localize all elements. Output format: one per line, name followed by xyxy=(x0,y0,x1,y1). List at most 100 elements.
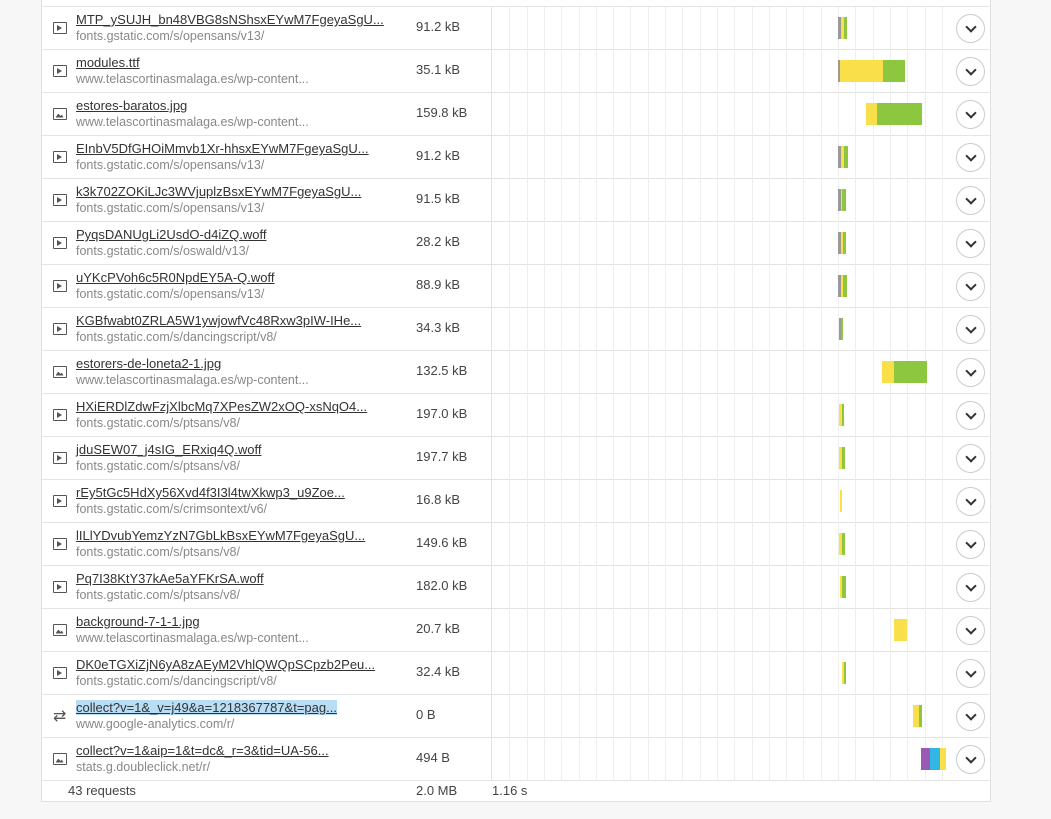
expand-chevron-button[interactable] xyxy=(956,186,985,215)
request-row[interactable]: collect?v=1&aip=1&t=dc&_r=3&tid=UA-56...… xyxy=(42,738,990,781)
request-domain: fonts.gstatic.com/s/opensans/v13/ xyxy=(76,201,265,215)
waterfall-gridline xyxy=(509,523,510,566)
waterfall-gridline xyxy=(579,480,580,523)
expand-chevron-button[interactable] xyxy=(956,143,985,172)
expand-chevron-button[interactable] xyxy=(956,272,985,301)
waterfall-gridline xyxy=(682,437,683,480)
expand-chevron-button[interactable] xyxy=(956,573,985,602)
request-name-link[interactable]: collect?v=1&_v=j49&a=1218367787&t=pag... xyxy=(76,700,337,715)
request-name-link[interactable]: EInbV5DfGHOiMmvb1Xr-hhsxEYwM7FgeyaSgU... xyxy=(76,141,369,156)
request-name-link[interactable]: KGBfwabt0ZRLA5W1ywjowfVc48Rxw3pIW-IHe... xyxy=(76,313,362,328)
waterfall-track xyxy=(491,351,959,394)
waterfall-gridline xyxy=(752,566,753,609)
waterfall-gridline xyxy=(803,179,804,222)
timing-segment xyxy=(919,705,922,727)
request-name-link[interactable]: k3k702ZOKiLJc3WVjuplzBsxEYwM7FgeyaSgU... xyxy=(76,184,362,199)
request-row[interactable]: k3k702ZOKiLJc3WVjuplzBsxEYwM7FgeyaSgU...… xyxy=(42,179,990,222)
request-name-link[interactable]: jduSEW07_j4sIG_ERxiq4Q.woff xyxy=(76,442,262,457)
timing-segment xyxy=(866,103,878,125)
waterfall-gridline xyxy=(561,50,562,93)
waterfall-gridline xyxy=(579,437,580,480)
request-row[interactable]: estorers-de-loneta2-1.jpg www.telascortin… xyxy=(42,351,990,394)
waterfall-gridline xyxy=(890,308,891,351)
request-row[interactable]: uYKcPVoh6c5R0NpdEY5A-Q.woff fonts.gstatic… xyxy=(42,265,990,308)
request-row[interactable]: jduSEW07_j4sIG_ERxiq4Q.woff fonts.gstatic… xyxy=(42,437,990,480)
waterfall-gridline xyxy=(596,695,597,738)
request-name-link[interactable]: uYKcPVoh6c5R0NpdEY5A-Q.woff xyxy=(76,270,275,285)
request-name-link[interactable]: background-7-1-1.jpg xyxy=(76,614,200,629)
waterfall-gridline xyxy=(648,50,649,93)
expand-chevron-button[interactable] xyxy=(956,358,985,387)
request-name-link[interactable]: collect?v=1&aip=1&t=dc&_r=3&tid=UA-56... xyxy=(76,743,329,758)
request-size: 20.7 kB xyxy=(416,621,461,636)
request-row[interactable]: HXiERDlZdwFzjXlbcMq7XPesZW2xOQ-xsNqO4...… xyxy=(42,394,990,437)
request-row[interactable]: lILlYDvubYemzYzN7GbLkBsxEYwM7FgeyaSgU...… xyxy=(42,523,990,566)
waterfall-gridline xyxy=(717,179,718,222)
waterfall-gridline xyxy=(596,523,597,566)
request-name-link[interactable]: lILlYDvubYemzYzN7GbLkBsxEYwM7FgeyaSgU... xyxy=(76,528,366,543)
expand-chevron-button[interactable] xyxy=(956,702,985,731)
waterfall-gridline xyxy=(682,136,683,179)
timing-segment xyxy=(838,189,841,211)
waterfall-gridline xyxy=(700,179,701,222)
waterfall-gridline xyxy=(561,609,562,652)
request-name-link[interactable]: DK0eTGXiZjN6yA8zAEyM2VhlQWQpSCpzb2Peu... xyxy=(76,657,376,672)
request-name-link[interactable]: MTP_ySUJH_bn48VBG8sNShsxEYwM7FgeyaSgU... xyxy=(76,12,384,27)
request-name-link[interactable]: HXiERDlZdwFzjXlbcMq7XPesZW2xOQ-xsNqO4... xyxy=(76,399,368,414)
waterfall-gridline xyxy=(648,609,649,652)
waterfall-gridline xyxy=(890,222,891,265)
waterfall-gridline xyxy=(717,93,718,136)
play-icon xyxy=(53,581,67,593)
request-name-link[interactable]: Pq7I38KtY37kAe5aYFKrSA.woff xyxy=(76,571,264,586)
expand-chevron-button[interactable] xyxy=(956,530,985,559)
waterfall-gridline xyxy=(544,738,545,781)
waterfall-gridline xyxy=(942,695,943,738)
expand-chevron-button[interactable] xyxy=(956,401,985,430)
request-row[interactable]: EInbV5DfGHOiMmvb1Xr-hhsxEYwM7FgeyaSgU...… xyxy=(42,136,990,179)
waterfall-gridline xyxy=(665,136,666,179)
waterfall-gridline xyxy=(873,136,874,179)
waterfall-track xyxy=(491,136,959,179)
waterfall-gridline xyxy=(561,437,562,480)
request-row[interactable]: ⇄ collect?v=1&_v=j49&a=1218367787&t=pag..… xyxy=(42,695,990,738)
expand-chevron-button[interactable] xyxy=(956,229,985,258)
expand-chevron-button[interactable] xyxy=(956,444,985,473)
request-domain: fonts.gstatic.com/s/opensans/v13/ xyxy=(76,158,265,172)
waterfall-gridline xyxy=(527,179,528,222)
request-row[interactable]: DK0eTGXiZjN6yA8zAEyM2VhlQWQpSCpzb2Peu...… xyxy=(42,652,990,695)
expand-chevron-button[interactable] xyxy=(956,745,985,774)
waterfall-gridline xyxy=(752,480,753,523)
request-name-link[interactable]: rEy5tGc5HdXy56Xvd4f3I3l4twXkwp3_u9Zoe... xyxy=(76,485,345,500)
request-name-link[interactable]: modules.ttf xyxy=(76,55,140,70)
request-row[interactable]: modules.ttf www.telascortinasmalaga.es/wp… xyxy=(42,50,990,93)
expand-chevron-button[interactable] xyxy=(956,487,985,516)
waterfall-gridline xyxy=(873,695,874,738)
timing-segment xyxy=(842,662,845,684)
waterfall-gridline xyxy=(925,652,926,695)
request-row[interactable]: Pq7I38KtY37kAe5aYFKrSA.woff fonts.gstatic… xyxy=(42,566,990,609)
request-name-link[interactable]: estores-baratos.jpg xyxy=(76,98,188,113)
waterfall-gridline xyxy=(803,50,804,93)
request-row[interactable]: rEy5tGc5HdXy56Xvd4f3I3l4twXkwp3_u9Zoe...… xyxy=(42,480,990,523)
request-row[interactable]: PyqsDANUgLi2UsdO-d4iZQ.woff fonts.gstatic… xyxy=(42,222,990,265)
expand-chevron-button[interactable] xyxy=(956,659,985,688)
expand-chevron-button[interactable] xyxy=(956,315,985,344)
waterfall-gridline xyxy=(509,222,510,265)
waterfall-gridline xyxy=(648,179,649,222)
expand-chevron-button[interactable] xyxy=(956,57,985,86)
expand-chevron-button[interactable] xyxy=(956,100,985,129)
waterfall-gridline xyxy=(682,50,683,93)
request-name-link[interactable]: PyqsDANUgLi2UsdO-d4iZQ.woff xyxy=(76,227,267,242)
waterfall-gridline xyxy=(873,523,874,566)
request-row[interactable]: KGBfwabt0ZRLA5W1ywjowfVc48Rxw3pIW-IHe...… xyxy=(42,308,990,351)
waterfall-gridline xyxy=(769,652,770,695)
waterfall-gridline xyxy=(682,652,683,695)
request-row[interactable]: MTP_ySUJH_bn48VBG8sNShsxEYwM7FgeyaSgU...… xyxy=(42,7,990,50)
request-name-link[interactable]: estorers-de-loneta2-1.jpg xyxy=(76,356,222,371)
waterfall-gridline xyxy=(873,222,874,265)
waterfall-gridline xyxy=(890,523,891,566)
request-row[interactable]: estores-baratos.jpg www.telascortinasmala… xyxy=(42,93,990,136)
expand-chevron-button[interactable] xyxy=(956,14,985,43)
request-row[interactable]: background-7-1-1.jpg www.telascortinasmal… xyxy=(42,609,990,652)
expand-chevron-button[interactable] xyxy=(956,616,985,645)
